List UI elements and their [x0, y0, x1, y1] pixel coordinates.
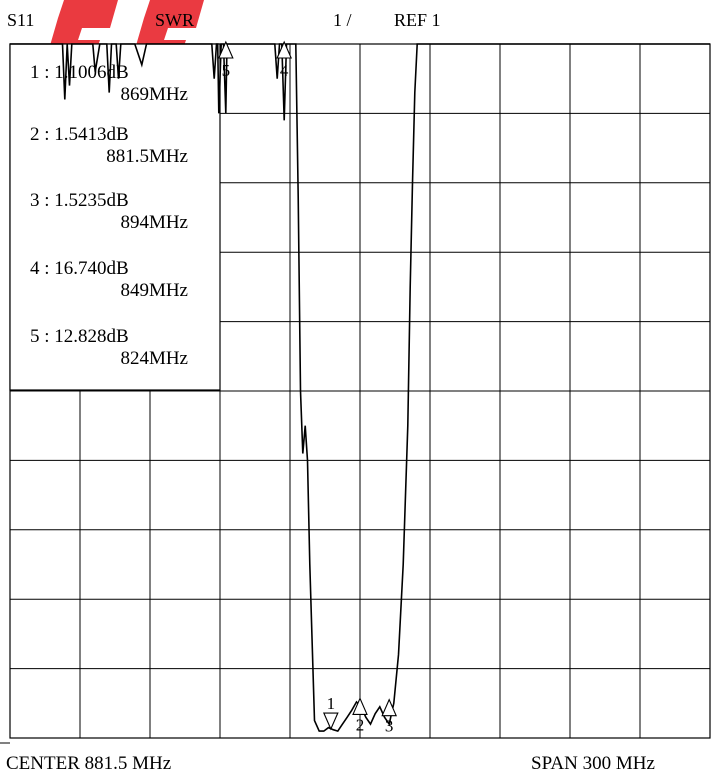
marker-number: 3 [385, 717, 394, 736]
parameter-label: S11 [7, 10, 35, 30]
marker-readout-4: 4 : 16.740dB 849MHz [30, 258, 188, 301]
marker-number: 2 [356, 715, 365, 734]
marker-readout-1: 1 : 1.1006dB 869MHz [30, 62, 188, 105]
marker-triangle [217, 40, 234, 59]
marker-triangle [276, 40, 293, 59]
marker-table-box [9, 43, 221, 391]
marker-readout-2: 2 : 1.5413dB 881.5MHz [30, 124, 188, 167]
marker-triangle [381, 698, 398, 717]
marker-number: 1 [327, 694, 336, 713]
center-frequency: CENTER 881.5 MHz [6, 753, 172, 774]
marker-4: 4 [276, 40, 293, 80]
marker-number: 4 [280, 61, 289, 80]
scale-label: 1 / [333, 10, 352, 30]
marker-triangle [352, 697, 368, 715]
format-label: SWR [155, 10, 195, 30]
marker-5: 5 [217, 40, 234, 80]
frequency-span: SPAN 300 MHz [531, 753, 655, 774]
marker-3: 3 [381, 698, 398, 736]
marker-1: 1 [322, 694, 339, 731]
marker-number: 5 [222, 61, 231, 80]
marker-triangle [322, 712, 339, 731]
reference-label: REF 1 [394, 10, 441, 30]
marker-2: 2 [352, 697, 368, 734]
marker-readout-3: 3 : 1.5235dB 894MHz [30, 190, 188, 233]
marker-readout-5: 5 : 12.828dB 824MHz [30, 326, 188, 369]
